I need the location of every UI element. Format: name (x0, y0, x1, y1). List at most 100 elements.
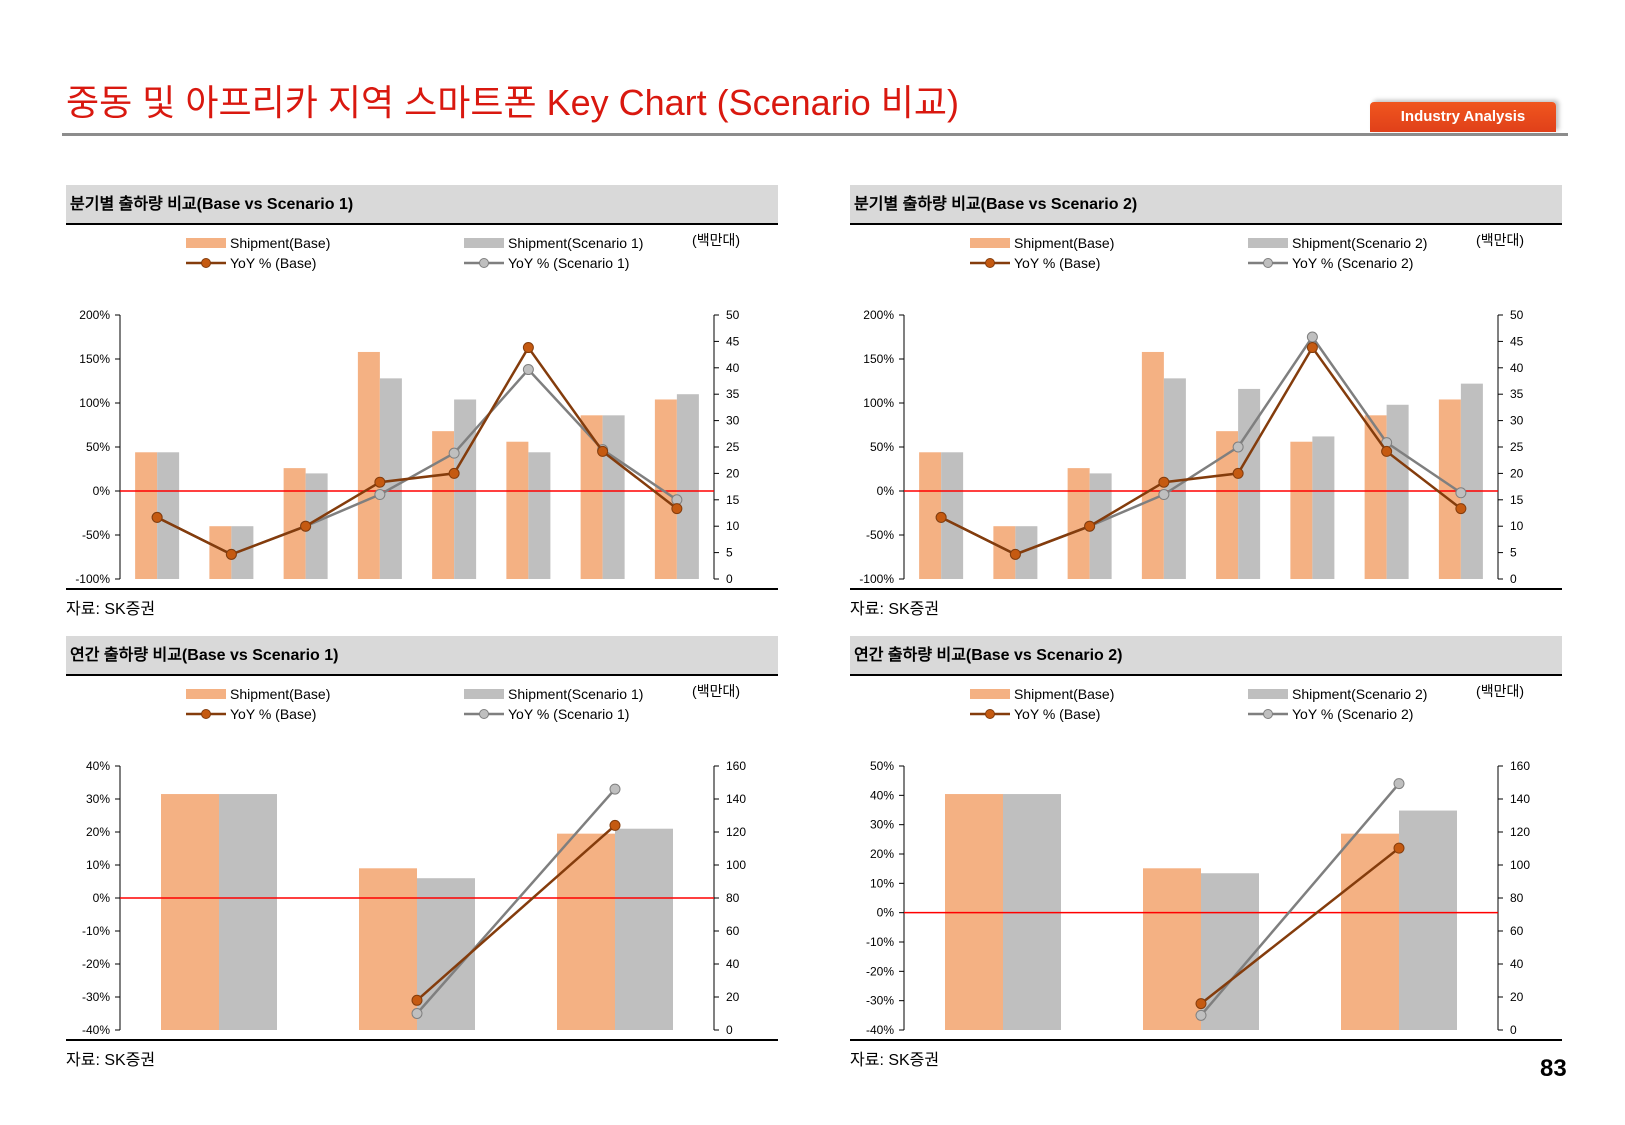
bar-base (993, 526, 1016, 579)
bar-base (654, 399, 677, 579)
panel-bottom-rule (850, 588, 1562, 590)
y-right-tick-label: 80 (1510, 891, 1524, 905)
legend-marker-scenario (479, 258, 489, 268)
y-right-tick-label: 20 (726, 990, 740, 1004)
line-base (940, 345, 1462, 556)
y-left-tick-label: -20% (866, 964, 894, 978)
legend-swatch-base-bar (970, 238, 1010, 248)
legend-marker-scenario (1263, 709, 1273, 719)
legend-label: YoY % (Scenario 2) (1292, 706, 1413, 722)
y-right-tick-label: 10 (726, 519, 740, 533)
point-base (597, 445, 609, 457)
panel-quarterly-scenario-2: 분기별 출하량 비교(Base vs Scenario 2) -100% -50%… (850, 185, 1562, 625)
legend-label: YoY % (Base) (1014, 706, 1100, 722)
bar-scenario (1312, 436, 1335, 579)
legend-label: YoY % (Scenario 1) (508, 255, 629, 271)
y-left-tick-label: 200% (863, 308, 894, 322)
y-left-tick-label: -10% (82, 924, 110, 938)
point-base (1232, 467, 1244, 479)
y-left-tick-label: -40% (82, 1023, 110, 1037)
y-right-tick-label: 120 (726, 825, 746, 839)
y-left-tick-label: 50% (870, 440, 894, 454)
panel-header: 분기별 출하량 비교(Base vs Scenario 1) (66, 185, 778, 225)
bar-base (1141, 351, 1164, 579)
y-right-tick-label: 120 (1510, 825, 1530, 839)
bar-base (161, 794, 219, 1030)
y-right-tick-label: 40 (726, 957, 740, 971)
point-base (225, 548, 237, 560)
y-left-tick-label: -20% (82, 957, 110, 971)
panel-bottom-rule (850, 1039, 1562, 1041)
bar-scenario (231, 526, 254, 579)
legend-swatch-scenario-bar (464, 238, 504, 248)
y-left-tick-label: 30% (86, 792, 110, 806)
panel-header: 연간 출하량 비교(Base vs Scenario 1) (66, 636, 778, 676)
legend-label: Shipment(Scenario 2) (1292, 686, 1427, 702)
y-left-tick-label: 100% (863, 396, 894, 410)
bar-base (1364, 415, 1387, 579)
source-note: 자료: SK증권 (850, 1052, 940, 1069)
point-base (1084, 520, 1096, 532)
point-base (1381, 445, 1393, 457)
point-base (374, 476, 386, 488)
bar-base (432, 431, 455, 579)
bar-base (580, 415, 603, 579)
y-right-tick-label: 40 (1510, 957, 1524, 971)
y-left-tick-label: 0% (93, 891, 111, 905)
y-left-tick-label: 150% (79, 352, 110, 366)
legend-swatch-scenario-bar (1248, 238, 1288, 248)
point-base (1306, 342, 1318, 354)
legend-marker-base (985, 709, 995, 719)
legend-label: Shipment(Base) (230, 686, 330, 702)
point-base (411, 994, 423, 1006)
point-scenario (374, 489, 386, 501)
y-right-tick-label: 60 (726, 924, 740, 938)
chart-quarterly-scenario-1: -100% -50% 0% 50% 100% 150% 200% 0 5 10 15 20 25 30 35… (75, 232, 740, 586)
bar-scenario (602, 415, 625, 579)
point-scenario (1232, 441, 1244, 453)
source-note: 자료: SK증권 (66, 1052, 156, 1069)
legend-swatch-base-bar (186, 238, 226, 248)
bar-scenario (305, 473, 328, 579)
y-right-tick-label: 20 (1510, 466, 1524, 480)
bar-scenario (1238, 388, 1261, 579)
point-base (522, 342, 534, 354)
point-base (448, 467, 460, 479)
y-left-tick-label: 20% (86, 825, 110, 839)
bar-base (135, 452, 158, 579)
bar-base (359, 868, 417, 1030)
y-left-tick-label: 0% (877, 906, 895, 920)
bar-base (1341, 833, 1399, 1030)
bar-scenario (615, 828, 673, 1030)
point-base (1195, 998, 1207, 1010)
point-scenario (411, 1008, 423, 1019)
y-left-tick-label: 30% (870, 818, 894, 832)
y-right-tick-label: 45 (726, 334, 740, 348)
page-number: 83 (1540, 1055, 1567, 1082)
bar-scenario (454, 399, 477, 579)
bar-scenario (1089, 473, 1112, 579)
legend-swatch-base-bar (186, 689, 226, 699)
line-base (1200, 847, 1400, 1005)
point-scenario (609, 783, 621, 795)
y-right-tick-label: 20 (726, 466, 740, 480)
y-right-tick-label: 20 (1510, 990, 1524, 1004)
y-right-tick-label: 0 (726, 1023, 733, 1037)
bar-base (1067, 468, 1090, 579)
bar-base (506, 441, 529, 579)
legend-swatch-base-bar (970, 689, 1010, 699)
panel-bottom-rule (66, 1039, 778, 1041)
y-left-tick-label: -100% (859, 572, 894, 586)
y-right-tick-label: 140 (1510, 792, 1530, 806)
bar-scenario (1460, 383, 1483, 579)
point-base (1455, 503, 1467, 515)
point-scenario (522, 364, 534, 376)
y-left-tick-label: 40% (870, 788, 894, 802)
bar-base (919, 452, 942, 579)
bar-base (209, 526, 232, 579)
y-right-tick-label: 0 (726, 572, 733, 586)
legend-marker-scenario (479, 709, 489, 719)
legend-swatch-scenario-bar (1248, 689, 1288, 699)
point-scenario (1306, 331, 1318, 343)
bar-scenario (157, 452, 180, 579)
